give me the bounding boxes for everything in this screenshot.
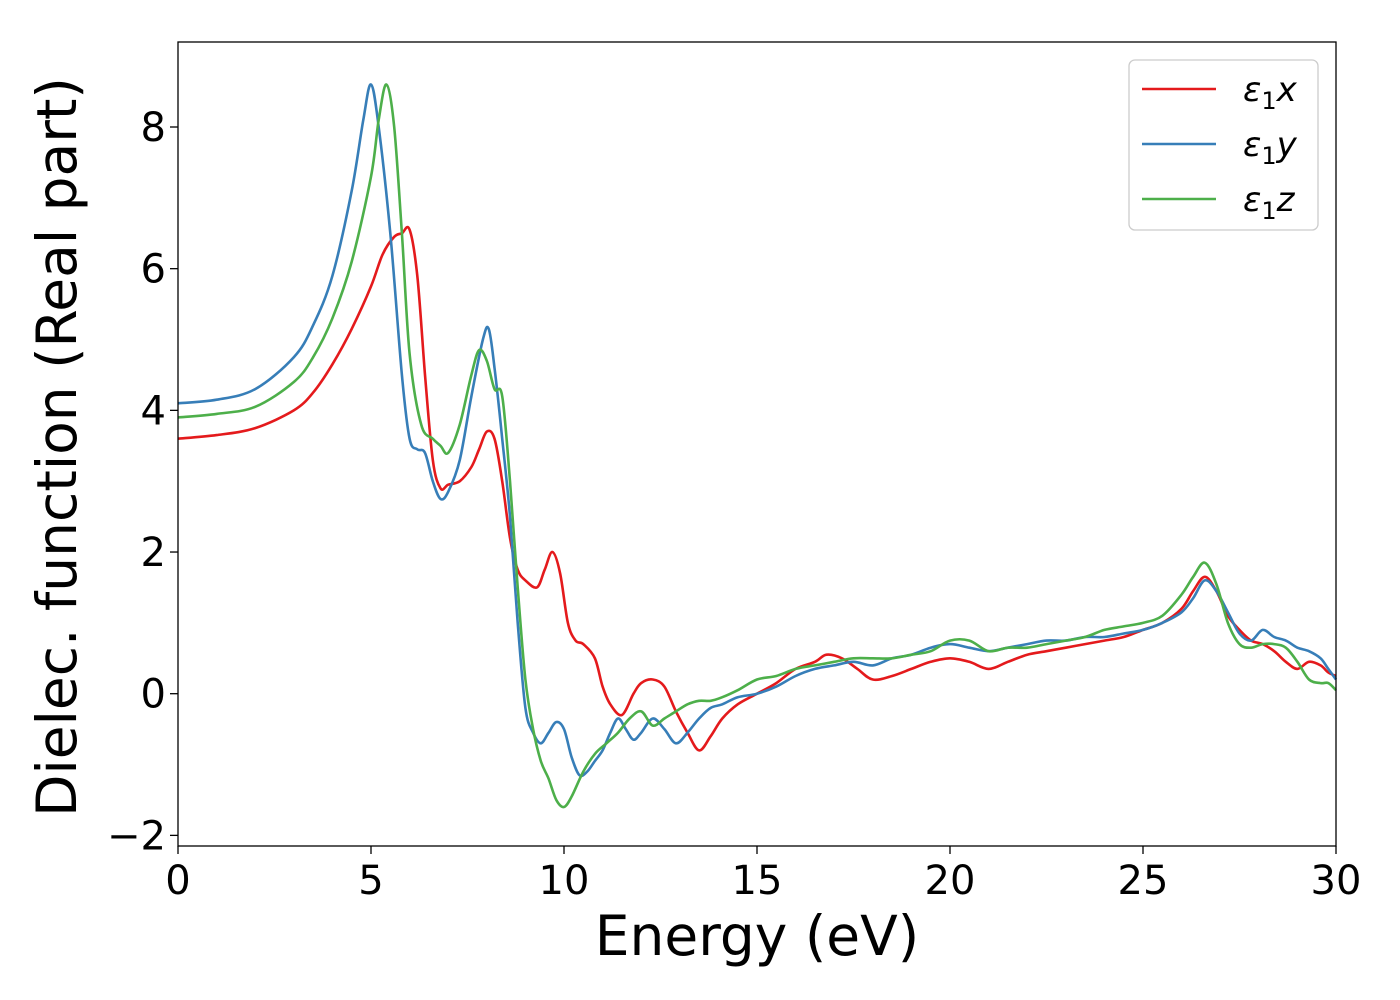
legend: ε1x ε1y ε1z xyxy=(1128,59,1319,231)
series-line-y xyxy=(177,83,1338,778)
x-tick-label: 5 xyxy=(358,858,383,904)
y-tick-label: 2 xyxy=(141,530,166,576)
y-tick-label: 4 xyxy=(141,388,166,434)
series-layer xyxy=(177,83,1338,809)
y-axis-ticks: −2 0 2 4 6 8 xyxy=(107,105,178,859)
y-axis-title: Dielec. function (Real part) xyxy=(25,77,89,817)
x-tick-label: 30 xyxy=(1311,858,1362,904)
legend-label-x: ε1x xyxy=(1243,70,1298,115)
x-tick-label: 15 xyxy=(732,858,783,904)
legend-label-y: ε1y xyxy=(1243,125,1298,170)
x-axis-ticks: 0 5 10 15 20 25 30 xyxy=(165,846,1361,904)
series-line-z xyxy=(177,83,1337,809)
y-tick-label: −2 xyxy=(107,813,166,859)
series-line-x xyxy=(177,225,1337,752)
legend-label-z: ε1z xyxy=(1243,180,1296,225)
legend-box xyxy=(1128,59,1319,231)
y-tick-label: 0 xyxy=(141,672,166,718)
x-tick-label: 20 xyxy=(925,858,976,904)
y-tick-label: 6 xyxy=(141,247,166,293)
x-tick-label: 0 xyxy=(165,858,190,904)
y-tick-label: 8 xyxy=(141,105,166,151)
x-axis-title: Energy (eV) xyxy=(595,904,919,968)
x-tick-label: 25 xyxy=(1118,858,1169,904)
x-tick-label: 10 xyxy=(539,858,590,904)
